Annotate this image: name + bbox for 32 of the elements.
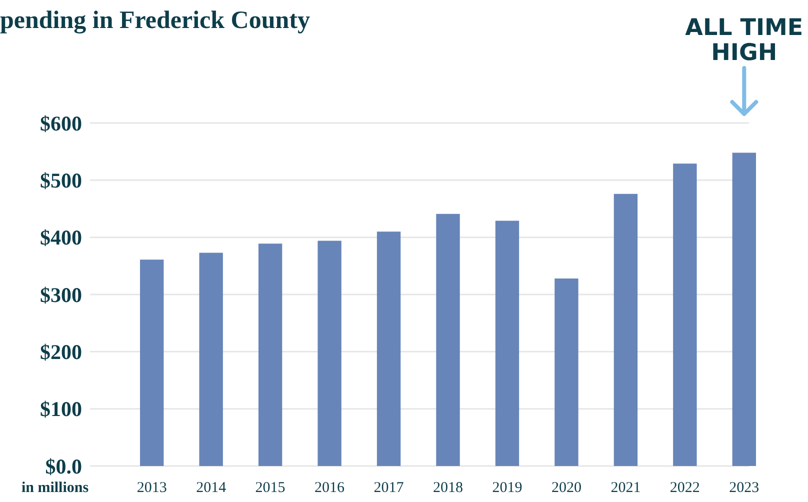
bar — [376, 232, 401, 466]
bar — [495, 220, 520, 466]
y-tick-label: $0.0 — [45, 454, 82, 478]
y-tick-label: $300 — [40, 282, 82, 307]
chart-title: pending in Frederick County — [0, 7, 310, 34]
bar — [673, 164, 697, 466]
y-axis-title: in millions — [21, 480, 89, 496]
x-tick-label: 2019 — [492, 480, 522, 496]
y-tick-label: $200 — [40, 340, 82, 364]
bar — [318, 240, 342, 466]
x-tick-label: 2015 — [255, 480, 286, 496]
bar — [732, 152, 756, 466]
x-tick-label: 2023 — [729, 480, 760, 496]
x-tick-label: 2022 — [670, 480, 700, 496]
x-tick-label: 2020 — [551, 480, 582, 496]
y-tick-label: $500 — [40, 168, 82, 193]
x-tick-label: 2016 — [314, 480, 346, 496]
x-tick-label: 2018 — [433, 480, 463, 496]
bar — [554, 278, 578, 466]
text: ALL TIME HIGH — [685, 15, 804, 66]
bar — [140, 260, 164, 466]
x-tick-label: 2013 — [136, 480, 167, 496]
y-tick-label: $600 — [40, 111, 82, 136]
bar — [614, 194, 638, 466]
y-tick-label: $400 — [40, 226, 82, 250]
bar — [258, 244, 282, 466]
x-tick-label: 2021 — [610, 480, 641, 496]
y-tick-label: $100 — [40, 397, 82, 422]
bar — [199, 252, 223, 466]
bar — [436, 214, 460, 466]
x-tick-label: 2014 — [196, 480, 227, 496]
x-tick-label: 2017 — [374, 480, 404, 496]
